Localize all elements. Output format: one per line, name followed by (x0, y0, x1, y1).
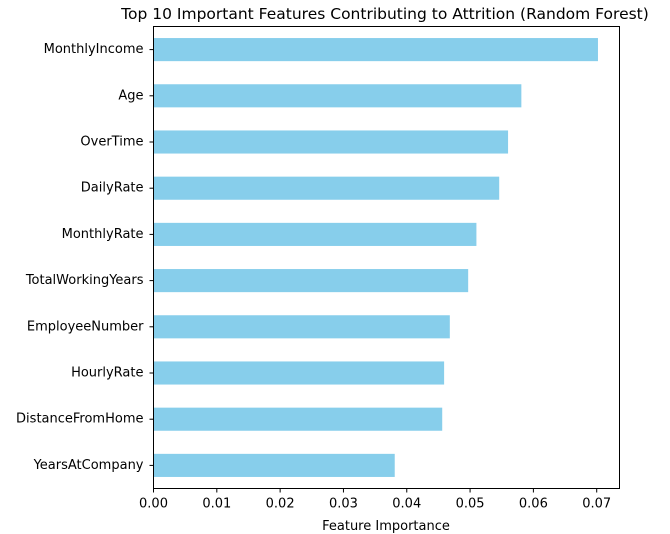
y-tick-label: DailyRate (81, 181, 144, 196)
y-tick-label: OverTime (80, 135, 143, 150)
plot-frame (153, 26, 620, 489)
bar-years-at-company (153, 453, 395, 477)
y-tick-label: MonthlyIncome (44, 42, 144, 57)
bar-distance-from-home (153, 407, 443, 431)
bar-monthly-income (153, 38, 598, 62)
y-tick-label: YearsAtCompany (33, 458, 144, 473)
x-tick-label: 0.01 (202, 497, 231, 512)
x-tick-label: 0.07 (582, 497, 611, 512)
y-tick-label: HourlyRate (71, 366, 143, 381)
x-tick-label: 0.02 (266, 497, 295, 512)
bar-hourly-rate (153, 361, 445, 385)
bar-monthly-rate (153, 222, 477, 246)
bar-total-working-years (153, 269, 469, 293)
x-tick-label: 0.05 (456, 497, 485, 512)
x-tick-label: 0.06 (519, 497, 548, 512)
chart-title: Top 10 Important Features Contributing t… (120, 5, 649, 23)
bar-age (153, 84, 522, 108)
x-tick-label: 0.04 (392, 497, 421, 512)
x-axis: 0.00 0.01 0.02 0.03 0.04 0.05 0.06 0.07 (139, 488, 611, 512)
x-axis-label: Feature Importance (322, 519, 450, 534)
bars-layer (153, 38, 598, 477)
x-tick-label: 0.03 (329, 497, 358, 512)
y-tick-label: EmployeeNumber (27, 319, 144, 334)
y-tick-label: DistanceFromHome (16, 412, 143, 427)
y-tick-label: MonthlyRate (62, 227, 144, 242)
y-tick-label: Age (118, 88, 143, 103)
bar-daily-rate (153, 176, 500, 200)
bar-employee-number (153, 315, 450, 339)
x-tick-label: 0.00 (139, 497, 168, 512)
y-axis: MonthlyIncome Age OverTime DailyRate Monthly… (16, 42, 154, 473)
y-tick-label: TotalWorkingYears (25, 273, 144, 288)
bar-over-time (153, 130, 509, 154)
